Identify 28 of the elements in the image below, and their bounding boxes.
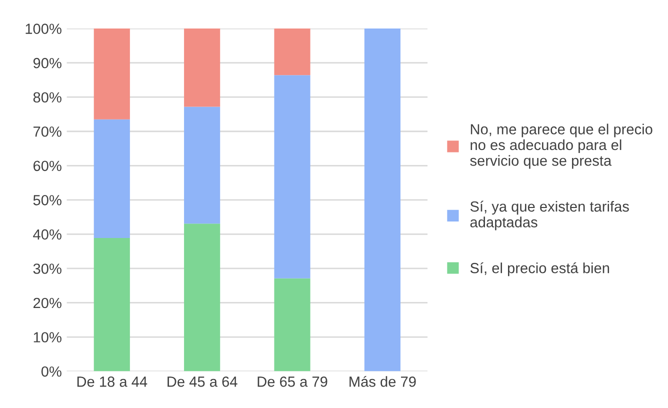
y-tick-label: 30% <box>33 264 62 274</box>
bar <box>94 119 130 238</box>
y-tick-label: 50% <box>33 195 62 206</box>
y-tick-label: 40% <box>33 229 62 240</box>
bar <box>94 238 130 372</box>
y-tick-label: 60% <box>33 160 62 172</box>
bar <box>364 28 400 372</box>
legend-label: No, me parece que el precio no es adecuado para el servicio que se presta <box>470 124 652 169</box>
y-tick-label: 10% <box>34 332 62 342</box>
bar <box>184 224 220 372</box>
y-tick-label: 20% <box>33 298 62 308</box>
x-tick-label: De 65 a 79 <box>258 376 328 387</box>
bar <box>94 28 130 120</box>
bar <box>274 75 310 278</box>
y-tick-label: 100% <box>26 24 62 34</box>
y-tick-label: 70% <box>34 126 62 137</box>
bar <box>274 28 310 76</box>
bar <box>184 28 220 107</box>
bar <box>274 278 310 372</box>
legend-label: Sí, el precio está bien <box>470 262 610 276</box>
legend-label: Sí, ya que existen tarifas adaptadas <box>470 200 629 230</box>
x-tick-label: De 45 a 64 <box>168 376 238 387</box>
x-tick-label: Más de 79 <box>350 376 416 387</box>
x-tick-label: De 18 a 44 <box>77 376 148 387</box>
bar <box>184 106 220 224</box>
y-tick-label: 80% <box>33 92 62 103</box>
y-tick-label: 0% <box>41 366 62 377</box>
y-tick-label: 90% <box>33 58 62 68</box>
